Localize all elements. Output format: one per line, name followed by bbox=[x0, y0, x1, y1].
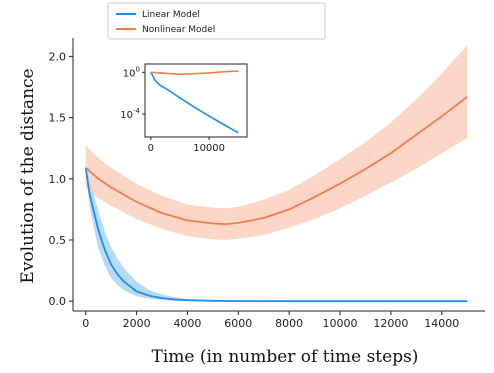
band-nonlinear bbox=[85, 45, 468, 240]
x-tick-label: 0 bbox=[82, 317, 89, 330]
inset-line-nonlinear bbox=[150, 70, 239, 76]
y-tick-label: 1.0 bbox=[49, 173, 67, 186]
y-tick-label: 1.5 bbox=[49, 112, 67, 125]
x-tick-label: 12000 bbox=[373, 317, 408, 330]
y-axis-label: Evolution of the distance bbox=[18, 68, 38, 283]
x-tick-label: 4000 bbox=[173, 317, 201, 330]
inset-series-lines bbox=[150, 70, 239, 134]
x-axis-label: Time (in number of time steps) bbox=[152, 347, 419, 367]
legend-frame bbox=[107, 2, 326, 40]
x-axis-ticks: 0 2000 4000 6000 8000 10000 12000 14000 bbox=[82, 311, 459, 330]
y-tick-label: 2.0 bbox=[49, 50, 67, 63]
inset-y-tick-label: 100 bbox=[123, 65, 140, 79]
inset-line-linear bbox=[150, 71, 239, 134]
x-tick-label: 14000 bbox=[424, 317, 459, 330]
legend-label-nonlinear: Nonlinear Model bbox=[142, 25, 215, 35]
line-linear bbox=[84, 167, 468, 303]
x-tick-label: 6000 bbox=[224, 317, 252, 330]
x-tick-label: 2000 bbox=[123, 317, 151, 330]
x-tick-label: 10000 bbox=[323, 317, 358, 330]
legend: Linear Model Nonlinear Model bbox=[107, 2, 326, 40]
y-tick-label: 0.0 bbox=[49, 295, 67, 308]
main-plot-area bbox=[84, 45, 468, 303]
series-lines bbox=[84, 96, 468, 303]
inset-frame bbox=[144, 63, 248, 138]
inset-y-tick-label: 10-4 bbox=[120, 107, 140, 121]
legend-label-linear: Linear Model bbox=[142, 10, 200, 20]
inset-x-tick-label: 0 bbox=[148, 143, 154, 154]
inset-chart: 0 10000 100 10-4 bbox=[120, 63, 248, 154]
line-nonlinear bbox=[85, 96, 468, 226]
y-axis-ticks: 0.0 0.5 1.0 1.5 2.0 bbox=[49, 50, 73, 308]
y-tick-label: 0.5 bbox=[49, 234, 67, 247]
confidence-bands bbox=[85, 45, 468, 302]
band-linear bbox=[85, 164, 468, 302]
x-tick-label: 8000 bbox=[275, 317, 303, 330]
inset-x-tick-label: 10000 bbox=[193, 143, 225, 154]
